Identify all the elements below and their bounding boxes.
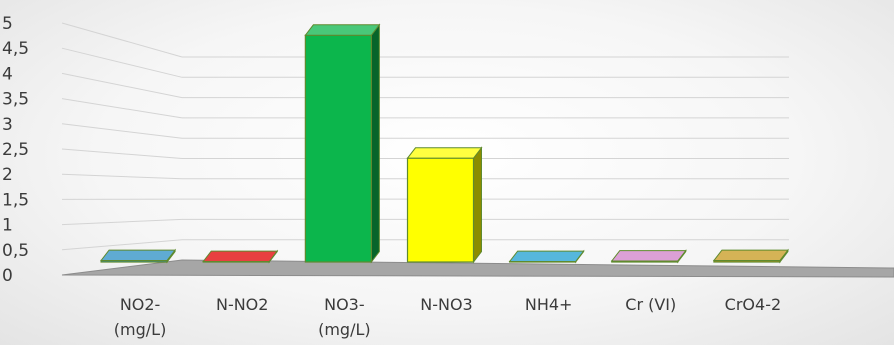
x-category-label: CrO4-2 (725, 295, 781, 314)
bar (100, 248, 177, 264)
x-category-label: NO3- (324, 295, 365, 314)
y-tick-label: 3,5 (2, 90, 29, 110)
gridline-side (61, 72, 183, 99)
x-category-label: NO2- (120, 295, 161, 314)
x-category-label: (mg/L) (318, 320, 371, 339)
y-axis-tick-labels: 0 0,5 1 1,5 2 2,5 3 3,5 4 4,5 5 (2, 14, 29, 286)
x-category-label: (mg/L) (114, 320, 167, 339)
x-category-label: NH4+ (525, 295, 573, 314)
gridline-side (61, 148, 183, 159)
y-tick-label: 3 (2, 115, 13, 135)
bar (610, 249, 687, 264)
bar (508, 249, 585, 264)
y-tick-label: 0,5 (2, 241, 29, 261)
gridline-side (61, 173, 183, 180)
gridline-side (61, 123, 183, 139)
y-tick-label: 2 (2, 165, 13, 185)
gridline-side (61, 22, 183, 58)
floor-plane (61, 259, 894, 278)
gridline-side (61, 47, 183, 78)
x-axis-category-labels: NO2- (mg/L) N-NO2 NO3- (mg/L) N-NO3 NH4+ Cr (VI… (114, 295, 781, 339)
bar (712, 248, 789, 264)
x-category-label: N-NO3 (420, 295, 472, 314)
y-tick-label: 1 (2, 216, 13, 236)
gridline-side (61, 218, 183, 226)
gridline-side (61, 98, 183, 119)
y-tick-label: 5 (2, 14, 13, 34)
bar (406, 146, 483, 264)
x-category-label: N-NO2 (216, 295, 268, 314)
gridline-side (61, 239, 183, 251)
bar (304, 23, 381, 264)
x-category-label: Cr (VI) (625, 295, 676, 314)
grid-lines (61, 22, 789, 251)
y-tick-label: 0 (2, 266, 13, 286)
chart-floor (61, 259, 894, 278)
bar (202, 249, 279, 264)
y-tick-label: 2,5 (2, 140, 29, 160)
y-tick-label: 1,5 (2, 190, 29, 210)
y-tick-label: 4 (2, 64, 13, 84)
bars (100, 23, 789, 264)
y-tick-label: 4,5 (2, 39, 29, 59)
